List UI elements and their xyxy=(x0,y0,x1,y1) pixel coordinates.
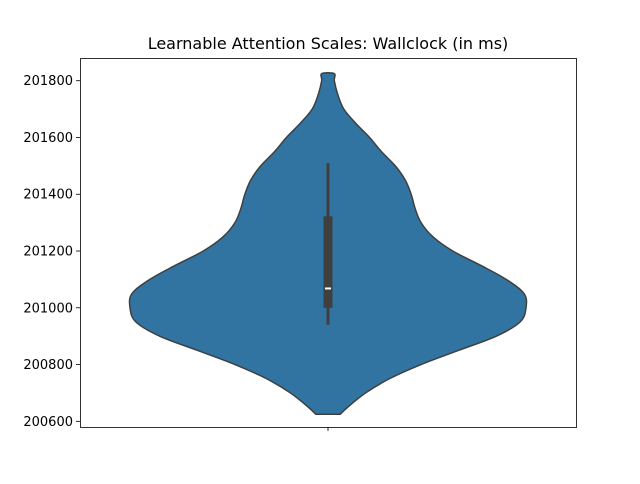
box-iqr xyxy=(323,216,333,308)
y-tick-label: 200600 xyxy=(23,415,73,430)
y-tick-label: 201600 xyxy=(23,131,73,146)
y-tick-label: 201200 xyxy=(23,245,73,260)
chart-title: Learnable Attention Scales: Wallclock (i… xyxy=(148,34,509,53)
y-axis: 200600 200800 201000 201200 201400 201600 2018… xyxy=(23,74,80,430)
y-tick-label: 201000 xyxy=(23,301,73,316)
y-tick-label: 200800 xyxy=(23,358,73,373)
y-tick-label: 201800 xyxy=(23,74,73,89)
plot-frame xyxy=(80,58,577,428)
box-layer xyxy=(323,163,333,325)
y-tick-label: 201400 xyxy=(23,188,73,203)
